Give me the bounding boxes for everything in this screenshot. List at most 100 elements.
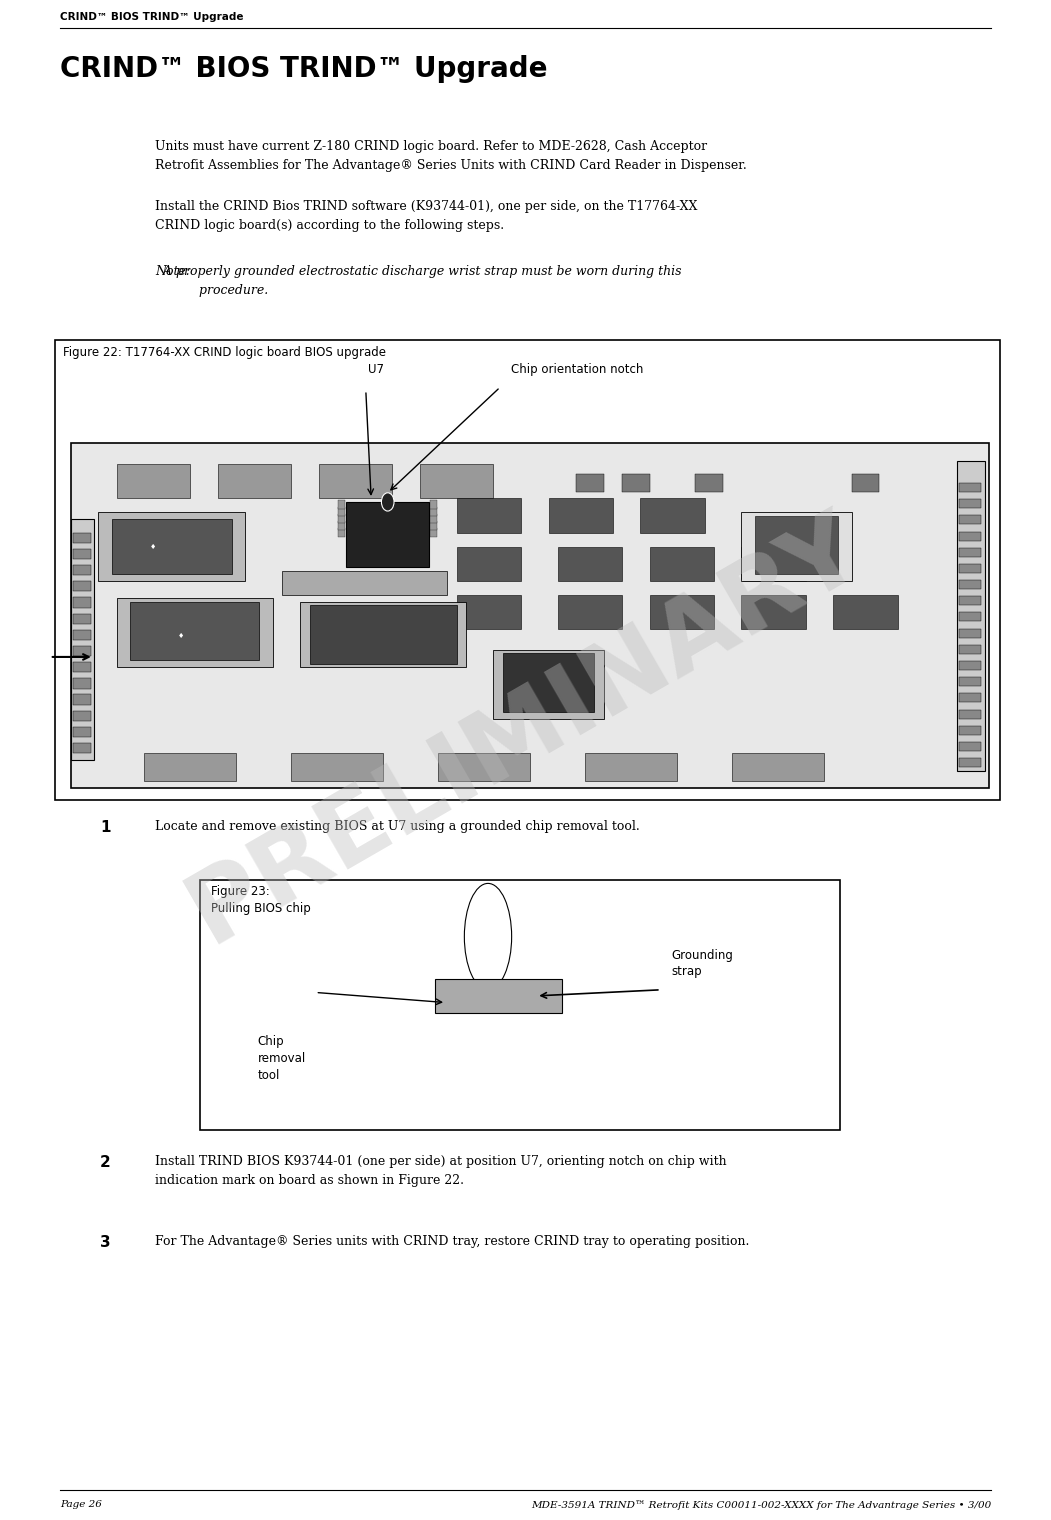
Bar [960,515,982,524]
Bar [218,464,291,499]
Bar [338,521,346,530]
Bar [960,581,982,590]
Bar [493,651,603,719]
Text: Install the CRIND Bios TRIND software (K93744-01), one per side, on the T17764-X: Install the CRIND Bios TRIND software (K… [154,201,698,233]
Ellipse shape [465,883,512,990]
Bar [960,629,982,638]
Bar [640,499,704,534]
Bar [960,678,982,686]
Bar [733,754,824,781]
Text: A properly grounded electrostatic discharge wrist strap must be worn during this: A properly grounded electrostatic discha… [154,264,681,296]
Circle shape [382,492,394,511]
Text: Grounding
strap: Grounding strap [672,948,734,977]
Bar [960,564,982,573]
Bar [55,340,1000,800]
Text: Units must have current Z-180 CRIND logic board. Refer to MDE-2628, Cash Accepto: Units must have current Z-180 CRIND logi… [154,140,747,172]
Bar [696,474,723,491]
Text: Chip orientation notch: Chip orientation notch [511,363,643,377]
Bar [301,602,466,667]
Text: ♦: ♦ [178,634,184,640]
Bar [960,499,982,508]
Text: Note:: Note: [154,264,190,278]
Bar [960,596,982,605]
Bar [435,979,561,1012]
Bar [73,711,91,720]
Text: ♦: ♦ [150,544,157,550]
Bar [73,629,91,640]
Bar [73,581,91,591]
Bar [73,549,91,559]
Text: Figure 23:
Pulling BIOS chip: Figure 23: Pulling BIOS chip [210,885,310,915]
Bar [960,727,982,734]
Bar [99,512,245,581]
Bar [420,464,493,499]
Bar [960,532,982,541]
Bar [73,743,91,754]
Text: For The Advantage® Series units with CRIND tray, restore CRIND tray to operating: For The Advantage® Series units with CRI… [154,1234,749,1248]
Text: CRIND™ BIOS TRIND™ Upgrade: CRIND™ BIOS TRIND™ Upgrade [60,55,548,84]
Bar [347,502,429,567]
Text: 1: 1 [100,819,110,834]
Text: 3: 3 [100,1234,110,1249]
Bar [430,514,437,523]
Bar [960,547,982,556]
Text: PRELIMINARY: PRELIMINARY [172,499,879,962]
Bar [960,613,982,622]
Bar [117,464,190,499]
Bar [741,594,806,629]
Bar [622,474,650,491]
Bar [144,754,236,781]
Text: Chip
removal
tool: Chip removal tool [257,1035,306,1082]
Bar [73,663,91,672]
Bar [338,514,346,523]
Bar [73,646,91,657]
Bar [741,512,851,581]
Bar [960,742,982,751]
Bar [456,499,521,534]
Bar [117,599,273,667]
Bar [200,880,840,1129]
Bar [73,532,91,543]
Bar [73,678,91,689]
Bar [558,547,622,581]
Bar [502,654,595,711]
Text: CRIND™ BIOS TRIND™ Upgrade: CRIND™ BIOS TRIND™ Upgrade [60,12,244,21]
Bar [576,474,603,491]
Bar [430,506,437,515]
Bar [130,602,260,660]
Bar [650,547,714,581]
Bar [957,461,985,771]
Bar [456,547,521,581]
Bar [282,572,448,594]
Bar [70,520,94,760]
Text: Install TRIND BIOS K93744-01 (one per side) at position U7, orienting notch on c: Install TRIND BIOS K93744-01 (one per si… [154,1155,726,1187]
Bar [338,527,346,537]
Bar [851,474,880,491]
Bar [73,695,91,705]
Bar [585,754,677,781]
Text: 2: 2 [100,1155,110,1170]
Bar [310,605,456,664]
Bar [456,594,521,629]
Bar [430,527,437,537]
Bar [833,594,898,629]
Bar [112,520,231,575]
Text: MDE-3591A TRIND™ Retrofit Kits C00011-002-XXXX for The Advantrage Series • 3/00: MDE-3591A TRIND™ Retrofit Kits C00011-00… [531,1500,991,1509]
Bar [960,483,982,492]
Bar [338,500,346,509]
Text: U7: U7 [368,363,385,377]
Bar [960,661,982,670]
Text: Page 26: Page 26 [60,1500,102,1509]
Bar [318,464,392,499]
Bar [960,710,982,719]
Bar [430,500,437,509]
Bar [756,515,838,575]
Bar [291,754,384,781]
Bar [338,506,346,515]
Bar [960,758,982,768]
Bar [741,547,806,581]
Bar [438,754,530,781]
Text: Locate and remove existing BIOS at U7 using a grounded chip removal tool.: Locate and remove existing BIOS at U7 us… [154,819,640,833]
Bar [430,521,437,530]
Bar [73,565,91,575]
